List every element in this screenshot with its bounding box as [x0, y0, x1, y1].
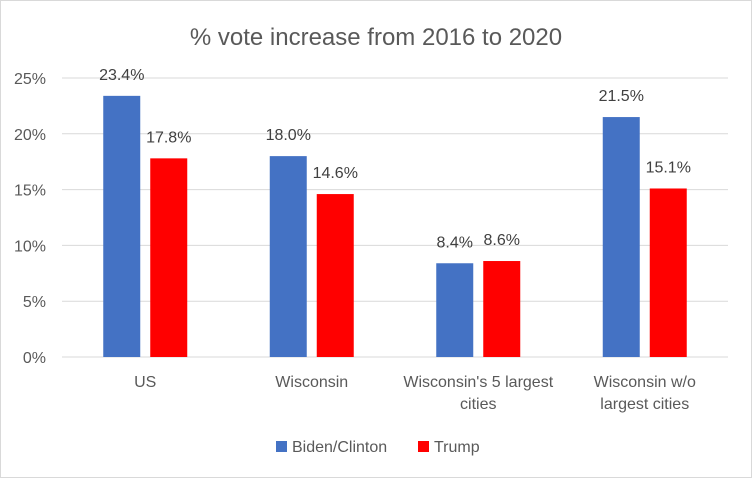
y-axis-ticks: 0% 5% 10% 15% 20% 25% — [14, 71, 46, 367]
data-labels: 23.4% 17.8% 18.0% 14.6% 8.4% 8.6% 21.5% 15.1% — [99, 67, 691, 251]
legend-swatch — [276, 441, 287, 452]
y-tick-label: 15% — [14, 183, 46, 200]
bar-biden-clinton — [103, 95, 141, 357]
x-category-label: Wisconsin's 5 largest cities — [403, 374, 553, 413]
legend-label: Biden/Clinton — [292, 439, 387, 456]
data-label: 21.5% — [599, 88, 644, 105]
bar-trump — [649, 188, 687, 357]
legend-label: Trump — [434, 439, 480, 456]
y-tick-label: 20% — [14, 127, 46, 144]
data-label: 14.6% — [313, 165, 358, 182]
x-category-label: Wisconsin — [275, 374, 348, 391]
x-axis-categories: US Wisconsin Wisconsin's 5 largest cities Wi… — [134, 374, 696, 413]
y-tick-label: 10% — [14, 238, 46, 255]
bars — [103, 95, 687, 357]
bar-trump — [483, 261, 521, 357]
bar-trump — [316, 194, 354, 357]
y-tick-label: 25% — [14, 71, 46, 88]
bar-biden-clinton — [602, 117, 640, 357]
data-label: 8.4% — [437, 234, 473, 251]
y-tick-label: 0% — [23, 350, 46, 367]
chart-title: % vote increase from 2016 to 2020 — [190, 24, 562, 51]
data-label: 8.6% — [484, 232, 520, 249]
bar-trump — [150, 158, 188, 357]
x-category-label: Wisconsin w/o largest cities — [594, 374, 696, 413]
legend: Biden/Clinton Trump — [276, 439, 480, 456]
bar-biden-clinton — [269, 156, 307, 357]
y-tick-label: 5% — [23, 294, 46, 311]
data-label: 23.4% — [99, 67, 144, 84]
data-label: 17.8% — [146, 129, 191, 146]
legend-swatch — [418, 441, 429, 452]
data-label: 18.0% — [266, 127, 311, 144]
bar-biden-clinton — [436, 263, 474, 357]
data-label: 15.1% — [646, 159, 691, 176]
x-category-label: US — [134, 374, 156, 391]
